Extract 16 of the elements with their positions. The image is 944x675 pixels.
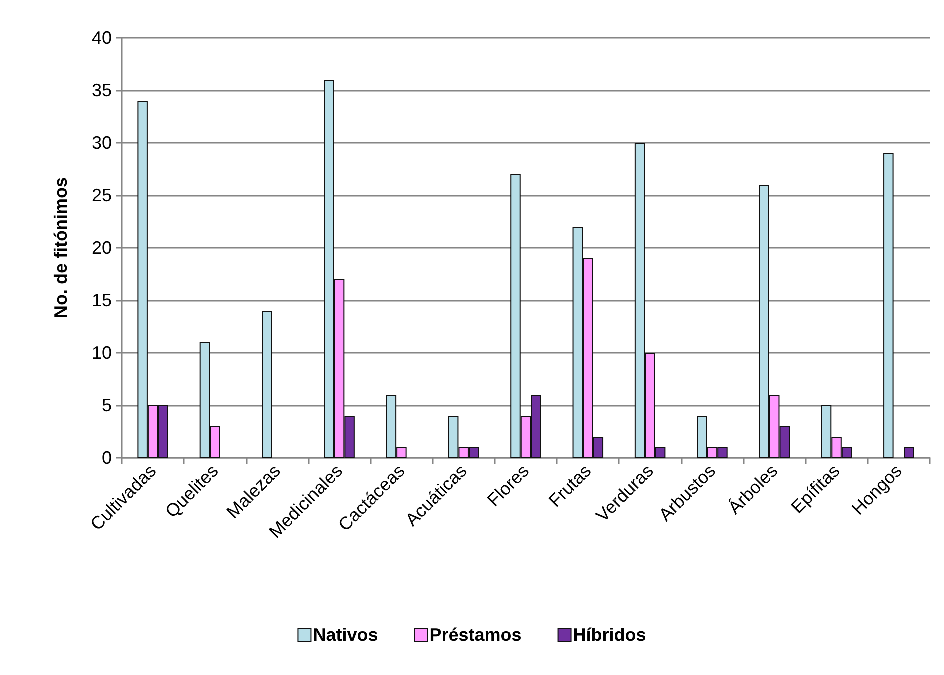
y-tick-label: 10 (92, 343, 112, 363)
y-tick-label: 20 (92, 238, 112, 258)
y-tick-label: 25 (92, 186, 112, 206)
y-tick-label: 30 (92, 133, 112, 153)
y-tick-label: 35 (92, 80, 112, 100)
y-tick-label: 5 (102, 396, 112, 416)
legend-label: Híbridos (573, 625, 646, 645)
legend-label: Nativos (313, 625, 378, 645)
bar (884, 154, 894, 458)
legend-label: Préstamos (430, 625, 522, 645)
y-tick-label: 40 (92, 28, 112, 48)
y-tick-label: 0 (102, 448, 112, 468)
y-tick-label: 15 (92, 290, 112, 310)
bar (904, 448, 914, 458)
y-axis-title: No. de fitónimos (51, 178, 71, 318)
bar (262, 311, 272, 458)
